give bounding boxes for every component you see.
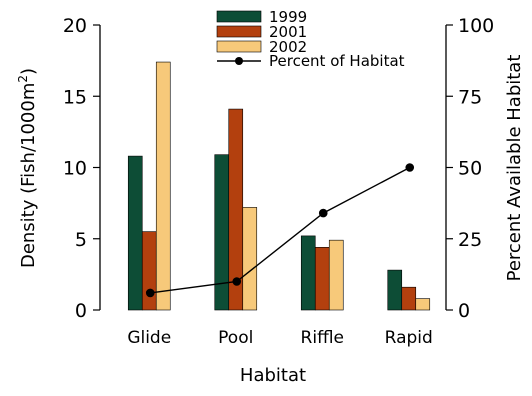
- bar-1999-pool: [214, 154, 230, 311]
- legend-swatch-1999: [216, 10, 262, 23]
- bar-2002-glide: [155, 61, 171, 311]
- legend-line-marker: [235, 57, 243, 65]
- category-label: Rapid: [385, 328, 433, 348]
- legend-swatch-2001: [216, 25, 262, 38]
- right-tick-label: 75: [458, 86, 482, 108]
- y-axis-title-suffix: ): [18, 68, 39, 75]
- bar-1999-riffle: [300, 235, 316, 311]
- left-tick-label: 20: [63, 15, 87, 37]
- bar-2002-riffle: [328, 239, 344, 311]
- legend-label: 1999: [269, 8, 307, 26]
- left-tick-label: 15: [63, 86, 87, 108]
- right-tick-label: 0: [458, 300, 470, 322]
- left-ticks: 0 5 10 15 20: [63, 15, 100, 322]
- percent-habitat-point: [318, 208, 328, 218]
- percent-habitat-point: [405, 163, 415, 172]
- y-axis-title: Density (Fish/1000m2): [16, 68, 39, 268]
- y-axis-title-main: Density (Fish/1000m: [18, 83, 39, 268]
- left-tick-label: 5: [75, 229, 87, 251]
- bar-2002-pool: [242, 207, 258, 311]
- bar-2001-riffle: [314, 247, 330, 311]
- y-axis-title-sup: 2: [16, 75, 30, 83]
- bar-1999-glide: [127, 155, 143, 311]
- left-tick-label: 10: [63, 158, 87, 180]
- right-tick-label: 25: [458, 229, 482, 251]
- x-axis-title: Habitat: [240, 365, 306, 386]
- right-tick-label: 50: [458, 158, 482, 180]
- left-tick-label: 0: [75, 300, 87, 322]
- category-label: Riffle: [301, 328, 344, 348]
- bars: [127, 61, 431, 311]
- percent-habitat-line: [150, 166, 411, 294]
- percent-line-group: [145, 163, 415, 298]
- bar-2001-rapid: [401, 286, 417, 311]
- legend-swatch-2002: [216, 40, 262, 53]
- right-ticks: 0 25 50 75 100: [446, 15, 494, 322]
- bar-2002-rapid: [415, 298, 431, 311]
- right-tick-label: 100: [458, 15, 494, 37]
- legend-label: 2002: [269, 38, 307, 56]
- legend-label: Percent of Habitat: [269, 52, 405, 70]
- category-labels: Glide Pool Riffle Rapid: [127, 328, 433, 348]
- legend-label: 2001: [269, 23, 307, 41]
- bar-1999-rapid: [387, 269, 403, 311]
- category-label: Glide: [127, 328, 171, 348]
- percent-habitat-point: [145, 288, 155, 298]
- category-label: Pool: [218, 328, 253, 348]
- bar-2001-glide: [141, 231, 157, 311]
- percent-habitat-point: [232, 277, 242, 286]
- y2-axis-title: Percent Available Habitat: [504, 55, 525, 282]
